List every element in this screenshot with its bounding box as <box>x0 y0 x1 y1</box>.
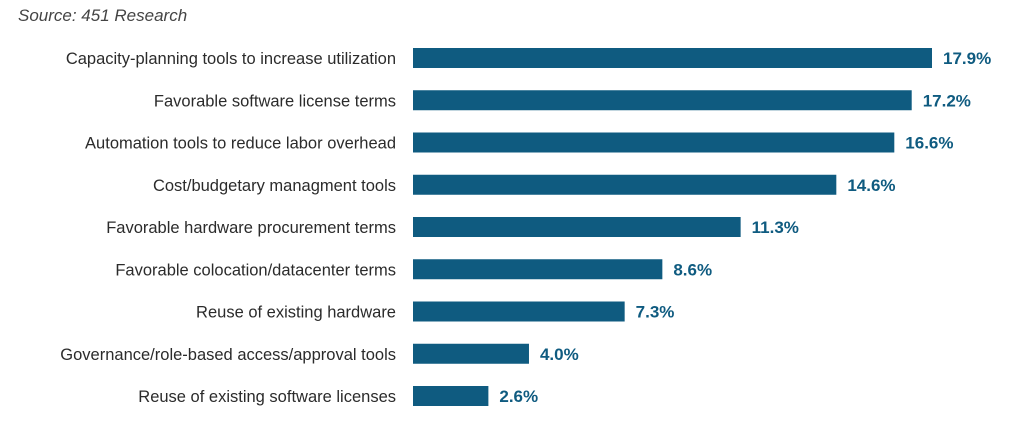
value-label: 17.2% <box>923 91 971 110</box>
bar <box>413 48 932 68</box>
source-note: Source: 451 Research <box>18 6 188 25</box>
value-label: 7.3% <box>636 303 675 322</box>
category-label: Favorable software license terms <box>154 92 396 110</box>
category-label: Reuse of existing software licenses <box>138 388 396 406</box>
value-label: 16.6% <box>905 134 953 153</box>
bar <box>413 386 489 406</box>
category-label: Reuse of existing hardware <box>196 304 396 322</box>
bar <box>413 259 663 280</box>
value-label: 11.3% <box>752 218 799 237</box>
bar <box>413 217 741 237</box>
category-label: Automation tools to reduce labor overhea… <box>85 135 396 153</box>
category-label: Favorable colocation/datacenter terms <box>115 261 396 279</box>
category-label: Favorable hardware procurement terms <box>106 219 396 237</box>
value-label: 17.9% <box>943 49 991 68</box>
bar <box>413 132 895 153</box>
value-label: 8.6% <box>673 260 712 279</box>
category-label: Governance/role-based access/approval to… <box>60 346 396 364</box>
bar <box>413 343 529 364</box>
category-label: Cost/budgetary managment tools <box>153 177 396 195</box>
bar <box>413 301 625 322</box>
category-label: Capacity-planning tools to increase util… <box>66 50 396 68</box>
bar <box>413 174 837 195</box>
value-label: 4.0% <box>540 345 579 364</box>
value-label: 2.6% <box>499 387 538 406</box>
value-label: 14.6% <box>847 176 895 195</box>
bar <box>413 90 912 111</box>
